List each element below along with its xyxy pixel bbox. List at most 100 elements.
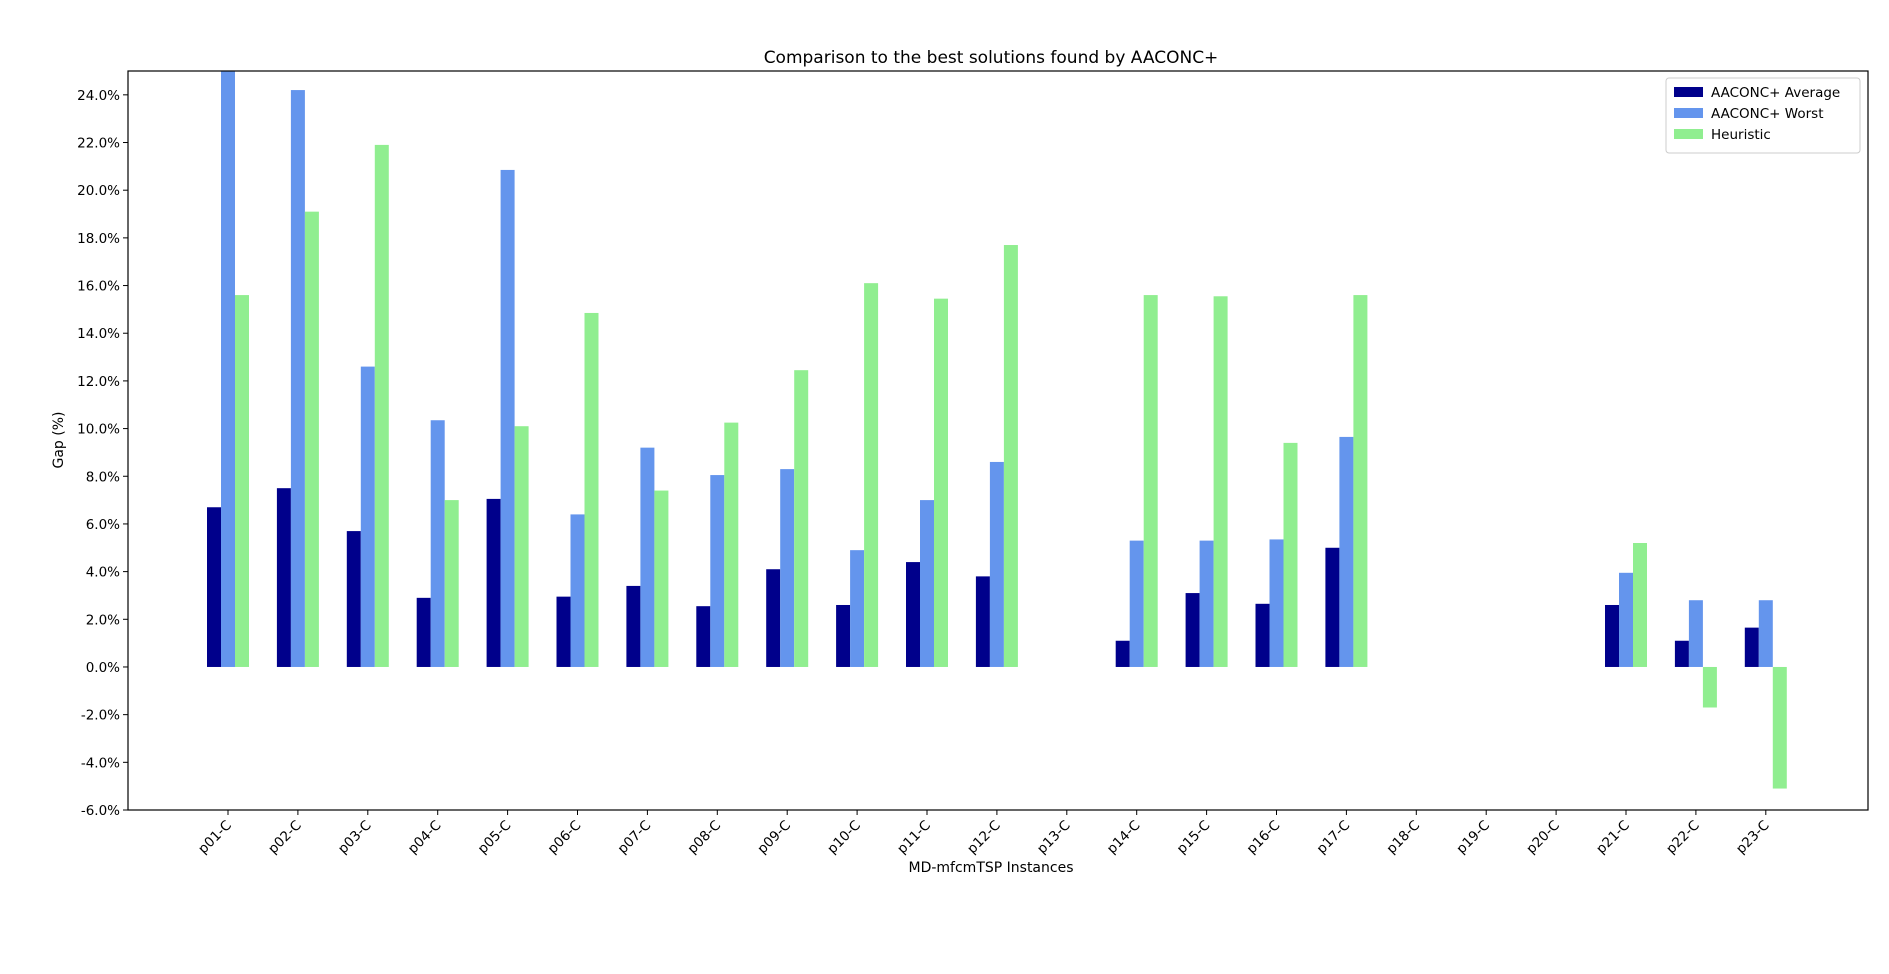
y-tick-label: 2.0% bbox=[86, 612, 120, 628]
bar-p09-C-heuristic bbox=[794, 370, 809, 667]
x-tick-label: p02-C bbox=[265, 818, 305, 858]
bar-p11-C-heuristic bbox=[934, 298, 948, 667]
legend-label: Heuristic bbox=[1711, 127, 1771, 143]
bar-p05-C-aaconc-worst bbox=[500, 169, 515, 667]
bar-p02-C-aaconc-average bbox=[276, 488, 291, 667]
x-tick-label: p16-C bbox=[1244, 818, 1284, 858]
y-tick-label: 4.0% bbox=[86, 565, 120, 581]
bars-layer bbox=[207, 71, 1787, 789]
bar-p04-C-heuristic bbox=[444, 500, 459, 667]
x-tick-label: p01-C bbox=[195, 818, 235, 858]
bar-p10-C-heuristic bbox=[864, 283, 879, 667]
bar-p23-C-aaconc-average bbox=[1744, 627, 1759, 667]
bar-p21-C-aaconc-average bbox=[1605, 604, 1619, 667]
bar-p08-C-aaconc-worst bbox=[710, 475, 725, 667]
bar-p22-C-aaconc-worst bbox=[1688, 600, 1703, 667]
plot-frame bbox=[127, 70, 1869, 811]
legend-swatch bbox=[1674, 129, 1703, 139]
legend-swatch bbox=[1674, 87, 1703, 97]
bar-p06-C-heuristic bbox=[584, 312, 599, 667]
x-tick-label: p05-C bbox=[475, 818, 515, 858]
x-axis-title: MD-mfcmTSP Instances bbox=[909, 860, 1074, 876]
x-tick-label: p08-C bbox=[684, 818, 724, 858]
bar-p01-C-aaconc-average bbox=[207, 507, 221, 667]
bar-p11-C-aaconc-average bbox=[906, 562, 920, 667]
bar-p02-C-aaconc-worst bbox=[290, 90, 305, 667]
bar-p09-C-aaconc-worst bbox=[780, 469, 795, 667]
y-tick-label: 10.0% bbox=[77, 422, 120, 438]
bar-p06-C-aaconc-average bbox=[556, 596, 571, 667]
bar-p03-C-aaconc-average bbox=[346, 531, 361, 667]
x-tick-label: p06-C bbox=[545, 818, 585, 858]
x-tick-label: p04-C bbox=[405, 818, 445, 858]
legend-label: AACONC+ Worst bbox=[1711, 106, 1823, 122]
bar-p17-C-aaconc-worst bbox=[1339, 436, 1354, 667]
bar-p07-C-heuristic bbox=[654, 490, 669, 667]
bar-p15-C-aaconc-average bbox=[1185, 593, 1200, 667]
legend: AACONC+ Average AACONC+ Worst Heuristic bbox=[1665, 77, 1861, 154]
bar-p03-C-aaconc-worst bbox=[360, 366, 375, 667]
x-tick-label: p15-C bbox=[1174, 818, 1214, 858]
x-tick-label: p18-C bbox=[1383, 818, 1423, 858]
y-tick-label: 14.0% bbox=[77, 326, 120, 342]
y-tick-label: -4.0% bbox=[81, 755, 120, 771]
x-tick-label: p10-C bbox=[824, 818, 864, 858]
x-tick-label: p21-C bbox=[1593, 818, 1633, 858]
bar-p14-C-aaconc-worst bbox=[1129, 540, 1144, 667]
bar-p04-C-aaconc-worst bbox=[430, 420, 445, 667]
bar-p12-C-aaconc-average bbox=[975, 576, 990, 667]
x-tick-label: p14-C bbox=[1104, 818, 1144, 858]
bar-p08-C-heuristic bbox=[724, 422, 739, 667]
bar-p10-C-aaconc-worst bbox=[850, 550, 865, 667]
bar-p22-C-aaconc-average bbox=[1674, 640, 1689, 667]
bar-p05-C-heuristic bbox=[514, 426, 529, 667]
legend-swatch bbox=[1674, 108, 1703, 118]
bar-p16-C-heuristic bbox=[1283, 442, 1298, 667]
bar-p23-C-heuristic bbox=[1772, 666, 1787, 789]
x-tick-label: p22-C bbox=[1663, 818, 1703, 858]
bar-p08-C-aaconc-average bbox=[696, 606, 711, 667]
y-tick-label: 0.0% bbox=[86, 660, 120, 676]
bar-p01-C-aaconc-worst bbox=[221, 71, 235, 667]
bar-p21-C-heuristic bbox=[1633, 543, 1647, 667]
bar-p09-C-aaconc-average bbox=[766, 569, 781, 667]
x-tick-label: p17-C bbox=[1314, 818, 1354, 858]
x-tick-label: p09-C bbox=[754, 818, 794, 858]
y-tick-label: -6.0% bbox=[81, 803, 120, 819]
x-tick-label: p19-C bbox=[1453, 818, 1493, 858]
legend-label: AACONC+ Average bbox=[1711, 85, 1840, 101]
bar-p05-C-aaconc-average bbox=[486, 498, 501, 667]
bar-p15-C-heuristic bbox=[1213, 296, 1228, 667]
legend-box bbox=[1665, 77, 1861, 154]
bar-p01-C-heuristic bbox=[235, 295, 249, 667]
bar-p22-C-heuristic bbox=[1702, 666, 1717, 708]
bar-p02-C-heuristic bbox=[304, 211, 319, 667]
axes-layer: -6.0% -4.0% -2.0% 0.0% 2.0% 4.0% 6.0% 8.0% 10.0%… bbox=[77, 70, 1869, 858]
x-tick-label: p03-C bbox=[335, 818, 375, 858]
bar-p06-C-aaconc-worst bbox=[570, 514, 585, 667]
x-tick-label: p11-C bbox=[894, 818, 934, 858]
bar-p03-C-heuristic bbox=[374, 144, 389, 667]
bar-p17-C-aaconc-average bbox=[1325, 547, 1340, 667]
y-tick-label: 20.0% bbox=[77, 183, 120, 199]
y-tick-label: 16.0% bbox=[77, 279, 120, 295]
y-tick-label: -2.0% bbox=[81, 708, 120, 724]
bar-p14-C-heuristic bbox=[1143, 295, 1158, 667]
bar-p14-C-aaconc-average bbox=[1115, 640, 1130, 667]
bar-p11-C-aaconc-worst bbox=[920, 500, 934, 667]
x-tick-label: p23-C bbox=[1733, 818, 1773, 858]
chart-title: Comparison to the best solutions found b… bbox=[764, 48, 1219, 68]
y-tick-label: 24.0% bbox=[77, 88, 120, 104]
bar-p10-C-aaconc-average bbox=[836, 604, 851, 667]
y-tick-label: 18.0% bbox=[77, 231, 120, 247]
y-tick-label: 12.0% bbox=[77, 374, 120, 390]
bar-p07-C-aaconc-worst bbox=[640, 447, 655, 667]
x-tick-label: p07-C bbox=[615, 818, 655, 858]
bar-p16-C-aaconc-average bbox=[1255, 603, 1270, 667]
bar-p12-C-heuristic bbox=[1003, 245, 1018, 667]
bar-p17-C-heuristic bbox=[1353, 295, 1368, 667]
bar-p21-C-aaconc-worst bbox=[1619, 572, 1633, 667]
x-tick-label: p13-C bbox=[1034, 818, 1074, 858]
bar-p15-C-aaconc-worst bbox=[1199, 540, 1214, 667]
